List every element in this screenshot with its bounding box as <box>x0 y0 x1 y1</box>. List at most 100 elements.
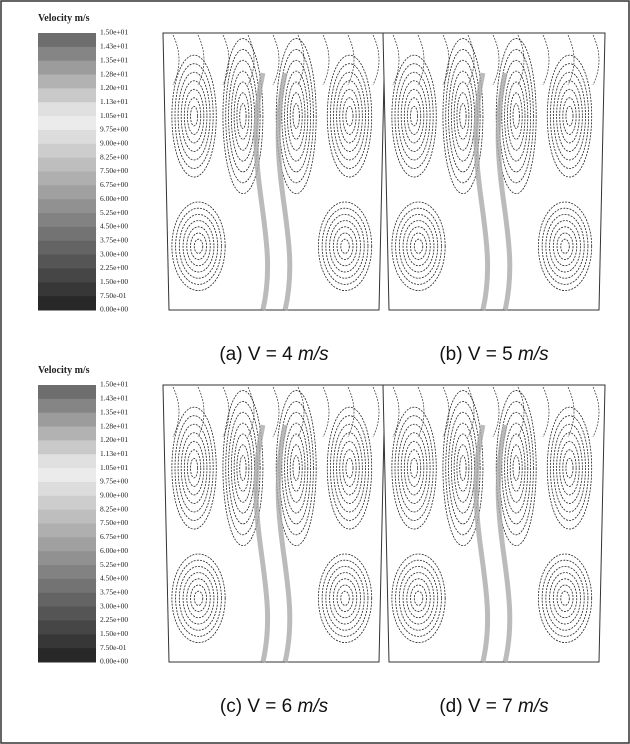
legend-label: 7.50e+00 <box>100 166 128 175</box>
legend-title: Velocity m/s <box>38 365 90 376</box>
color-band <box>38 607 96 621</box>
legend-label: 0.00e+00 <box>100 305 128 314</box>
plot-outline <box>163 33 385 310</box>
legend-label: 9.75e+00 <box>100 125 128 134</box>
legend-label: 6.00e+00 <box>100 546 128 555</box>
caption-text: (c) V = 6 <box>220 696 292 717</box>
legend-label: 1.50e+00 <box>100 629 128 638</box>
legend-label: 5.25e+00 <box>100 560 128 569</box>
color-band <box>38 551 96 565</box>
legend-label: 1.13e+01 <box>100 97 128 106</box>
color-band <box>38 634 96 648</box>
flow-plot <box>163 33 385 310</box>
legend-label: 6.75e+00 <box>100 180 128 189</box>
legend-label: 1.20e+01 <box>100 435 128 444</box>
legend-label: 1.50e+01 <box>100 28 128 37</box>
flow-plot <box>383 33 605 310</box>
legend-title: Velocity m/s <box>38 13 90 24</box>
plot-outline <box>383 385 605 662</box>
legend-label: 7.50e-01 <box>100 643 127 652</box>
caption-unit: m/s <box>518 344 549 365</box>
color-band <box>38 524 96 538</box>
color-band <box>38 241 96 255</box>
legend-label: 9.00e+00 <box>100 491 128 500</box>
color-band <box>38 385 96 399</box>
legend-label: 8.25e+00 <box>100 504 128 513</box>
legend-label: 8.25e+00 <box>100 152 128 161</box>
color-band <box>38 296 96 310</box>
color-band <box>38 144 96 158</box>
plot-outline <box>383 33 605 310</box>
color-band <box>38 213 96 227</box>
legend-label: 2.25e+00 <box>100 263 128 272</box>
legend-label: 7.50e-01 <box>100 291 127 300</box>
color-band <box>38 537 96 551</box>
color-band <box>38 88 96 102</box>
color-band <box>38 268 96 282</box>
legend-label: 3.75e+00 <box>100 235 128 244</box>
color-band <box>38 399 96 413</box>
color-band <box>38 496 96 510</box>
color-band <box>38 172 96 186</box>
color-band <box>38 440 96 454</box>
color-band <box>38 47 96 61</box>
color-band <box>38 75 96 89</box>
caption-text: (a) V = 4 <box>219 344 293 365</box>
caption-unit: m/s <box>298 344 329 365</box>
color-band <box>38 565 96 579</box>
color-band <box>38 185 96 199</box>
legend-label: 7.50e+00 <box>100 518 128 527</box>
caption-unit: m/s <box>518 696 549 717</box>
color-band <box>38 158 96 172</box>
legend-label: 1.35e+01 <box>100 407 128 416</box>
color-band <box>38 482 96 496</box>
caption: (a) V = 4 m/s <box>219 344 329 365</box>
caption-text: (b) V = 5 <box>439 344 512 365</box>
color-band <box>38 227 96 241</box>
legend-label: 1.05e+01 <box>100 111 128 120</box>
legend-label: 3.00e+00 <box>100 601 128 610</box>
legend-label: 1.50e+01 <box>100 380 128 389</box>
caption: (b) V = 5 m/s <box>439 344 549 365</box>
legend-label: 1.28e+01 <box>100 69 128 78</box>
plot-outline <box>163 385 385 662</box>
legend-label: 4.50e+00 <box>100 574 128 583</box>
legend-label: 3.75e+00 <box>100 587 128 596</box>
legend-label: 0.00e+00 <box>100 657 128 666</box>
color-band <box>38 620 96 634</box>
legend-label: 1.20e+01 <box>100 83 128 92</box>
legend-label: 1.50e+00 <box>100 277 128 286</box>
legend-label: 9.00e+00 <box>100 139 128 148</box>
legend-label: 1.35e+01 <box>100 55 128 64</box>
color-band <box>38 468 96 482</box>
legend-label: 1.13e+01 <box>100 449 128 458</box>
legend-label: 1.43e+01 <box>100 42 128 51</box>
color-band <box>38 33 96 47</box>
color-band <box>38 199 96 213</box>
caption-unit: m/s <box>298 696 329 717</box>
legend-label: 6.75e+00 <box>100 532 128 541</box>
color-band <box>38 510 96 524</box>
legend-label: 1.05e+01 <box>100 463 128 472</box>
color-band <box>38 579 96 593</box>
color-band <box>38 116 96 130</box>
caption: (d) V = 7 m/s <box>439 696 549 717</box>
caption-text: (d) V = 7 <box>439 696 512 717</box>
color-band <box>38 454 96 468</box>
caption: (c) V = 6 m/s <box>220 696 329 717</box>
color-band <box>38 282 96 296</box>
flow-plot <box>163 385 385 662</box>
legend-label: 1.28e+01 <box>100 421 128 430</box>
color-band <box>38 593 96 607</box>
legend-label: 2.25e+00 <box>100 615 128 624</box>
figure: Velocity m/s 1.50e+01 1.43e+01 1.35e+01 1.28… <box>0 0 630 744</box>
legend-label: 3.00e+00 <box>100 249 128 258</box>
flow-plot <box>383 385 605 662</box>
color-band <box>38 255 96 269</box>
legend-label: 9.75e+00 <box>100 477 128 486</box>
color-band <box>38 427 96 441</box>
legend-label: 6.00e+00 <box>100 194 128 203</box>
legend-label: 5.25e+00 <box>100 208 128 217</box>
legend-label: 4.50e+00 <box>100 222 128 231</box>
color-band <box>38 61 96 75</box>
